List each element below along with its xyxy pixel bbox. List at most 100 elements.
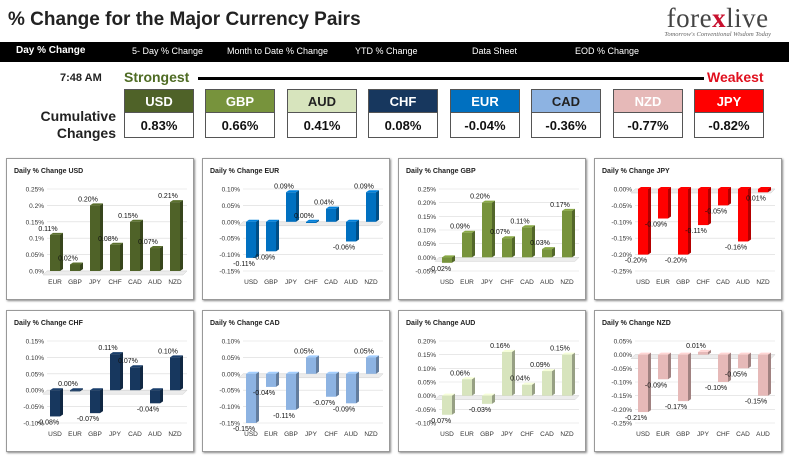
bar-side: [336, 206, 339, 222]
tab-day-change[interactable]: Day % Change: [16, 45, 86, 56]
data-label: 0.11%: [38, 226, 57, 233]
bar-top: [170, 355, 183, 358]
bar-side: [276, 219, 279, 252]
bar-top: [306, 219, 319, 222]
y-tick-label: 0.10%: [418, 228, 437, 235]
tab-5-day-change[interactable]: 5- Day % Change: [132, 46, 204, 56]
y-tick-label: 0.20%: [418, 339, 437, 346]
data-label: 0.15%: [550, 346, 570, 353]
tab-data-sheet[interactable]: Data Sheet: [472, 46, 518, 56]
y-tick-label: -0.05%: [611, 203, 632, 210]
bar-front: [326, 208, 336, 222]
bar-top: [698, 349, 711, 352]
bar-side: [512, 236, 515, 258]
x-tick-label: AUD: [148, 279, 162, 286]
y-tick-label: 0.15%: [418, 214, 437, 221]
bar-side: [452, 255, 455, 263]
forexlive-logo[interactable]: forexlive Tomorrow's Conventional Wisdom…: [664, 4, 771, 38]
bar-top: [246, 219, 259, 222]
y-tick-label: 0.05%: [418, 241, 437, 248]
bar-side: [140, 219, 143, 271]
bar-front: [738, 354, 748, 369]
bar-top: [678, 352, 691, 355]
tab-ytd-change[interactable]: YTD % Change: [355, 46, 418, 56]
page-title: % Change for the Major Currency Pairs: [8, 9, 361, 30]
bar-aud: [542, 247, 555, 258]
chart-floor: [238, 373, 384, 379]
y-tick-label: 0.00%: [222, 371, 241, 378]
tab-month-to-date-change[interactable]: Month to Date % Change: [227, 46, 329, 56]
bar-top: [462, 377, 475, 380]
currency-box-aud: AUD 0.41%: [287, 89, 357, 138]
bar-top: [658, 352, 671, 355]
bar-top: [50, 388, 63, 391]
bar-usd: [246, 371, 259, 423]
data-label: -0.09%: [645, 222, 667, 229]
currency-box-eur: EUR -0.04%: [450, 89, 520, 138]
bar-side: [708, 349, 711, 355]
bar-side: [296, 190, 299, 222]
bar-front: [482, 395, 492, 404]
bar-side: [60, 388, 63, 417]
x-tick-label: JPY: [89, 279, 102, 286]
data-label: -0.20%: [625, 258, 647, 265]
chart-floor: [42, 389, 188, 395]
y-tick-label: 0.00%: [26, 388, 45, 395]
bar-front: [110, 244, 120, 271]
y-tick-label: 0.10%: [26, 355, 45, 362]
bar-cad: [542, 369, 555, 396]
data-label: 0.09%: [274, 183, 294, 190]
x-tick-label: AUD: [344, 431, 358, 438]
bar-top: [246, 371, 259, 374]
data-label: -0.06%: [333, 244, 355, 251]
data-label: 0.20%: [78, 196, 98, 203]
x-tick-label: CAD: [716, 279, 730, 286]
bar-eur: [462, 377, 475, 396]
y-tick-label: -0.05%: [23, 404, 44, 411]
x-tick-label: USD: [244, 431, 258, 438]
y-tick-label: -0.05%: [415, 407, 436, 414]
bar-front: [758, 189, 768, 193]
tab-eod-change[interactable]: EOD % Change: [575, 46, 640, 56]
data-label: 0.00%: [294, 213, 314, 220]
bar-front: [170, 357, 180, 391]
chart-title: Daily % Change CHF: [14, 320, 84, 327]
data-label: -0.09%: [333, 406, 355, 413]
y-tick-label: 0.05%: [222, 355, 241, 362]
bar-top: [266, 219, 279, 222]
y-tick-label: -0.10%: [219, 404, 240, 411]
data-label: -0.08%: [37, 419, 59, 426]
weakest-label: Weakest: [707, 69, 764, 85]
bar-nzd: [562, 208, 575, 258]
x-tick-label: EUR: [264, 431, 278, 438]
bar-front: [306, 357, 316, 374]
logo-wordmark: forexlive: [664, 4, 771, 32]
cumulative-label-line2: Changes: [56, 125, 116, 141]
bar-nzd: [170, 355, 183, 391]
currency-code: NZD: [613, 89, 683, 113]
bar-top: [718, 352, 731, 355]
chart-panel-2: Daily % Change EUR 0.10% 0.05% 0.00% -0.05% -…: [202, 158, 390, 300]
data-label: 0.07%: [118, 358, 138, 365]
chart-title: Daily % Change CAD: [210, 320, 280, 327]
bar-front: [346, 221, 356, 242]
bar-top: [346, 219, 359, 222]
x-tick-label: EUR: [656, 279, 670, 286]
x-tick-label: CHF: [108, 279, 121, 286]
y-tick-label: -0.10%: [611, 380, 632, 387]
bar-top: [502, 349, 515, 352]
y-tick-label: -0.15%: [611, 393, 632, 400]
bar-front: [718, 189, 728, 206]
bar-chf: [306, 219, 319, 223]
currency-box-chf: CHF 0.08%: [368, 89, 438, 138]
y-tick-label: 0.10%: [222, 187, 241, 194]
x-tick-label: CHF: [500, 279, 513, 286]
data-label: 0.04%: [314, 200, 334, 207]
chart-panel-7: Daily % Change AUD 0.20% 0.15% 0.10% 0.05% 0.…: [398, 310, 586, 452]
data-label: -0.17%: [665, 404, 687, 411]
bar-gbp: [286, 371, 299, 410]
x-tick-label: EUR: [656, 431, 670, 438]
bar-cad: [718, 187, 731, 206]
bar-eur: [266, 371, 279, 387]
bar-side: [552, 247, 555, 258]
